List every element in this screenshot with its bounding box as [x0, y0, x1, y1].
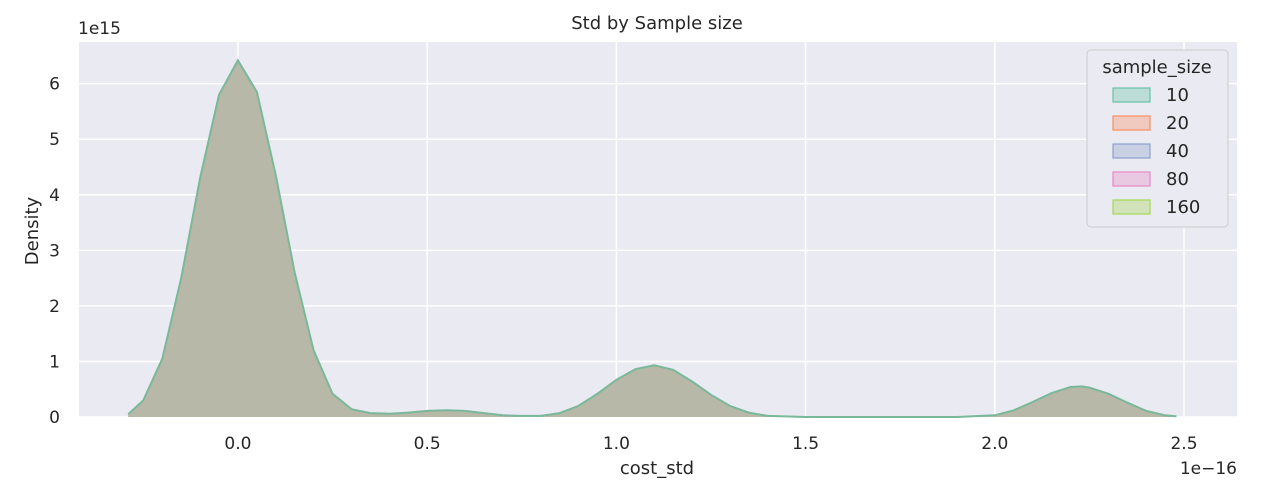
legend-label-40: 40: [1166, 141, 1189, 162]
density-outline: [127, 58, 1177, 418]
y-tick-label: 4: [49, 186, 60, 206]
density-area-fill: [128, 60, 1177, 418]
legend-title: sample_size: [1102, 57, 1211, 78]
x-tick-label: 0.0: [224, 434, 251, 454]
legend-label-20: 20: [1166, 113, 1189, 134]
legend-swatch-10: [1112, 87, 1151, 103]
chart-title: Std by Sample size: [571, 13, 743, 34]
x-tick-label: 2.0: [981, 434, 1008, 454]
legend-swatch-160: [1112, 199, 1151, 215]
y-tick-label: 6: [49, 75, 60, 95]
x-tick-label: 1.5: [792, 434, 819, 454]
x-tick-labels: 0.0 0.5 1.0 1.5 2.0 2.5: [224, 434, 1197, 454]
y-axis-label: Density: [22, 196, 43, 265]
legend-label-80: 80: [1166, 169, 1189, 190]
legend: sample_size 10 20 40 80 160: [1086, 49, 1229, 228]
legend-swatch-80: [1112, 171, 1151, 187]
y-tick-label: 5: [49, 130, 60, 150]
y-scale-label: 1e15: [78, 19, 121, 39]
y-tick-label: 2: [49, 297, 60, 317]
legend-swatch-40: [1112, 143, 1151, 159]
density-areas: [127, 58, 1177, 418]
legend-label-10: 10: [1166, 85, 1189, 106]
x-tick-label: 2.5: [1170, 434, 1197, 454]
y-tick-label: 3: [49, 241, 60, 261]
x-tick-label: 1.0: [603, 434, 630, 454]
y-tick-label: 0: [49, 408, 60, 428]
legend-label-160: 160: [1166, 197, 1200, 218]
legend-swatch-20: [1112, 115, 1151, 131]
x-tick-label: 0.5: [414, 434, 441, 454]
y-tick-labels: 0 1 2 3 4 5 6: [49, 75, 60, 428]
x-axis-label: cost_std: [620, 458, 694, 479]
legend-box: [1086, 49, 1229, 228]
x-scale-label: 1e−16: [1180, 459, 1237, 479]
y-tick-label: 1: [49, 352, 60, 372]
